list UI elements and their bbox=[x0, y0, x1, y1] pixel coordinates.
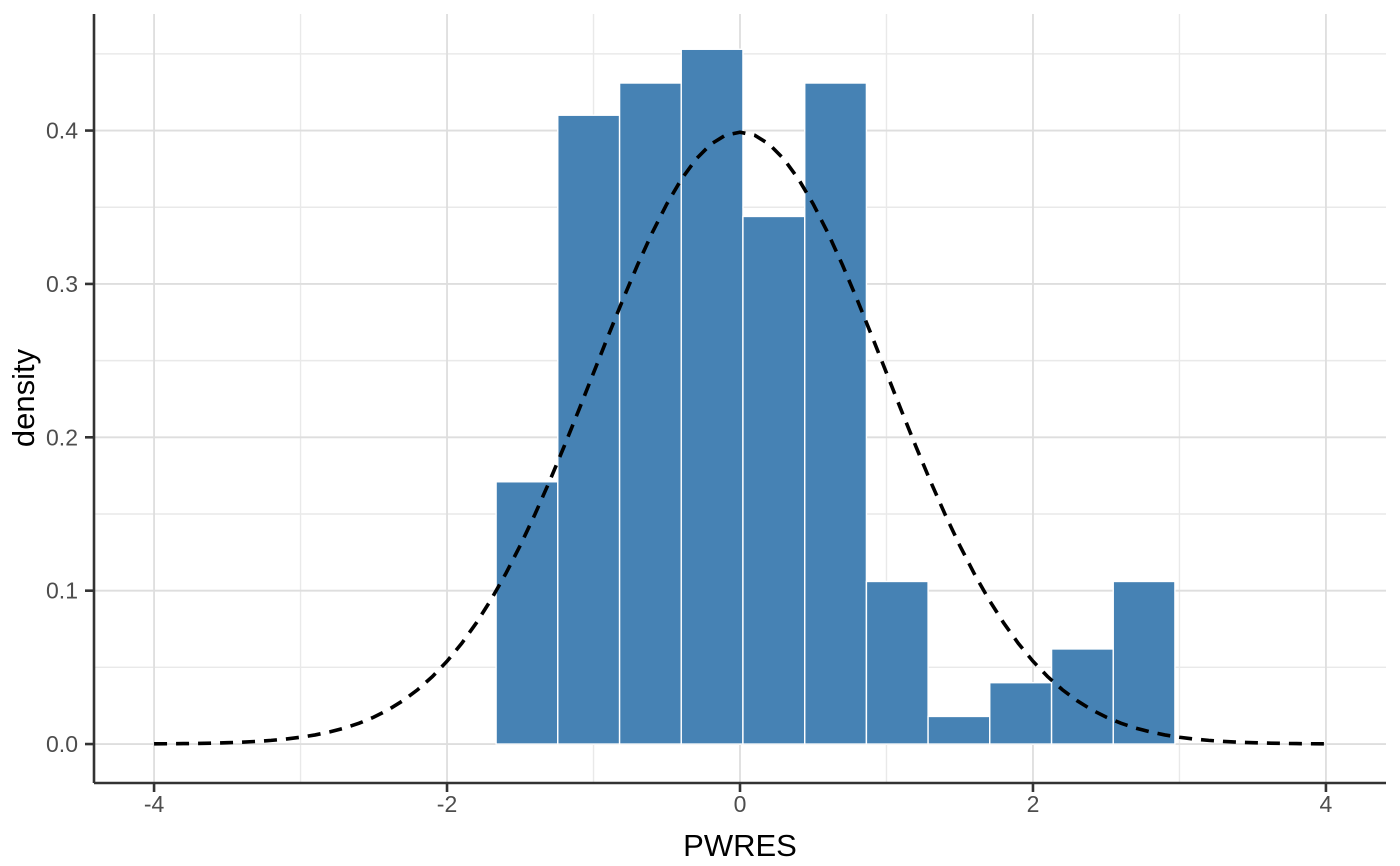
y-tick-label: 0.3 bbox=[46, 271, 78, 297]
histogram-bar bbox=[989, 681, 1053, 745]
histogram-bar bbox=[1050, 648, 1114, 745]
histogram-bar bbox=[557, 114, 621, 745]
histogram-bar bbox=[495, 481, 559, 745]
y-axis-tick-labels: 0.0 0.1 0.2 0.3 0.4 bbox=[46, 118, 78, 757]
histogram-bar bbox=[1112, 580, 1176, 745]
y-tick-label: 0.0 bbox=[46, 731, 78, 757]
x-axis-title: PWRES bbox=[683, 828, 797, 863]
histogram-bar bbox=[927, 715, 991, 745]
histogram-bar bbox=[680, 48, 744, 745]
x-axis-tick-marks bbox=[152, 783, 1328, 792]
histogram-bar bbox=[742, 215, 806, 745]
normal-density-curve bbox=[154, 130, 1326, 746]
y-tick-label: 0.4 bbox=[46, 118, 78, 144]
y-axis-title: density bbox=[6, 348, 41, 447]
histogram-bar bbox=[618, 82, 682, 745]
histogram-bar bbox=[865, 580, 929, 745]
y-axis-tick-marks bbox=[85, 129, 94, 746]
x-axis-tick-labels: -4 -2 0 2 4 bbox=[144, 791, 1333, 817]
x-tick-label: 0 bbox=[734, 791, 747, 817]
histogram-bar bbox=[804, 82, 868, 745]
y-tick-label: 0.1 bbox=[46, 578, 78, 604]
x-tick-label: 2 bbox=[1027, 791, 1040, 817]
y-tick-label: 0.2 bbox=[46, 424, 78, 450]
x-tick-label: -2 bbox=[437, 791, 457, 817]
x-tick-label: -4 bbox=[144, 791, 165, 817]
x-tick-label: 4 bbox=[1320, 791, 1333, 817]
histogram-bars bbox=[495, 48, 1176, 745]
